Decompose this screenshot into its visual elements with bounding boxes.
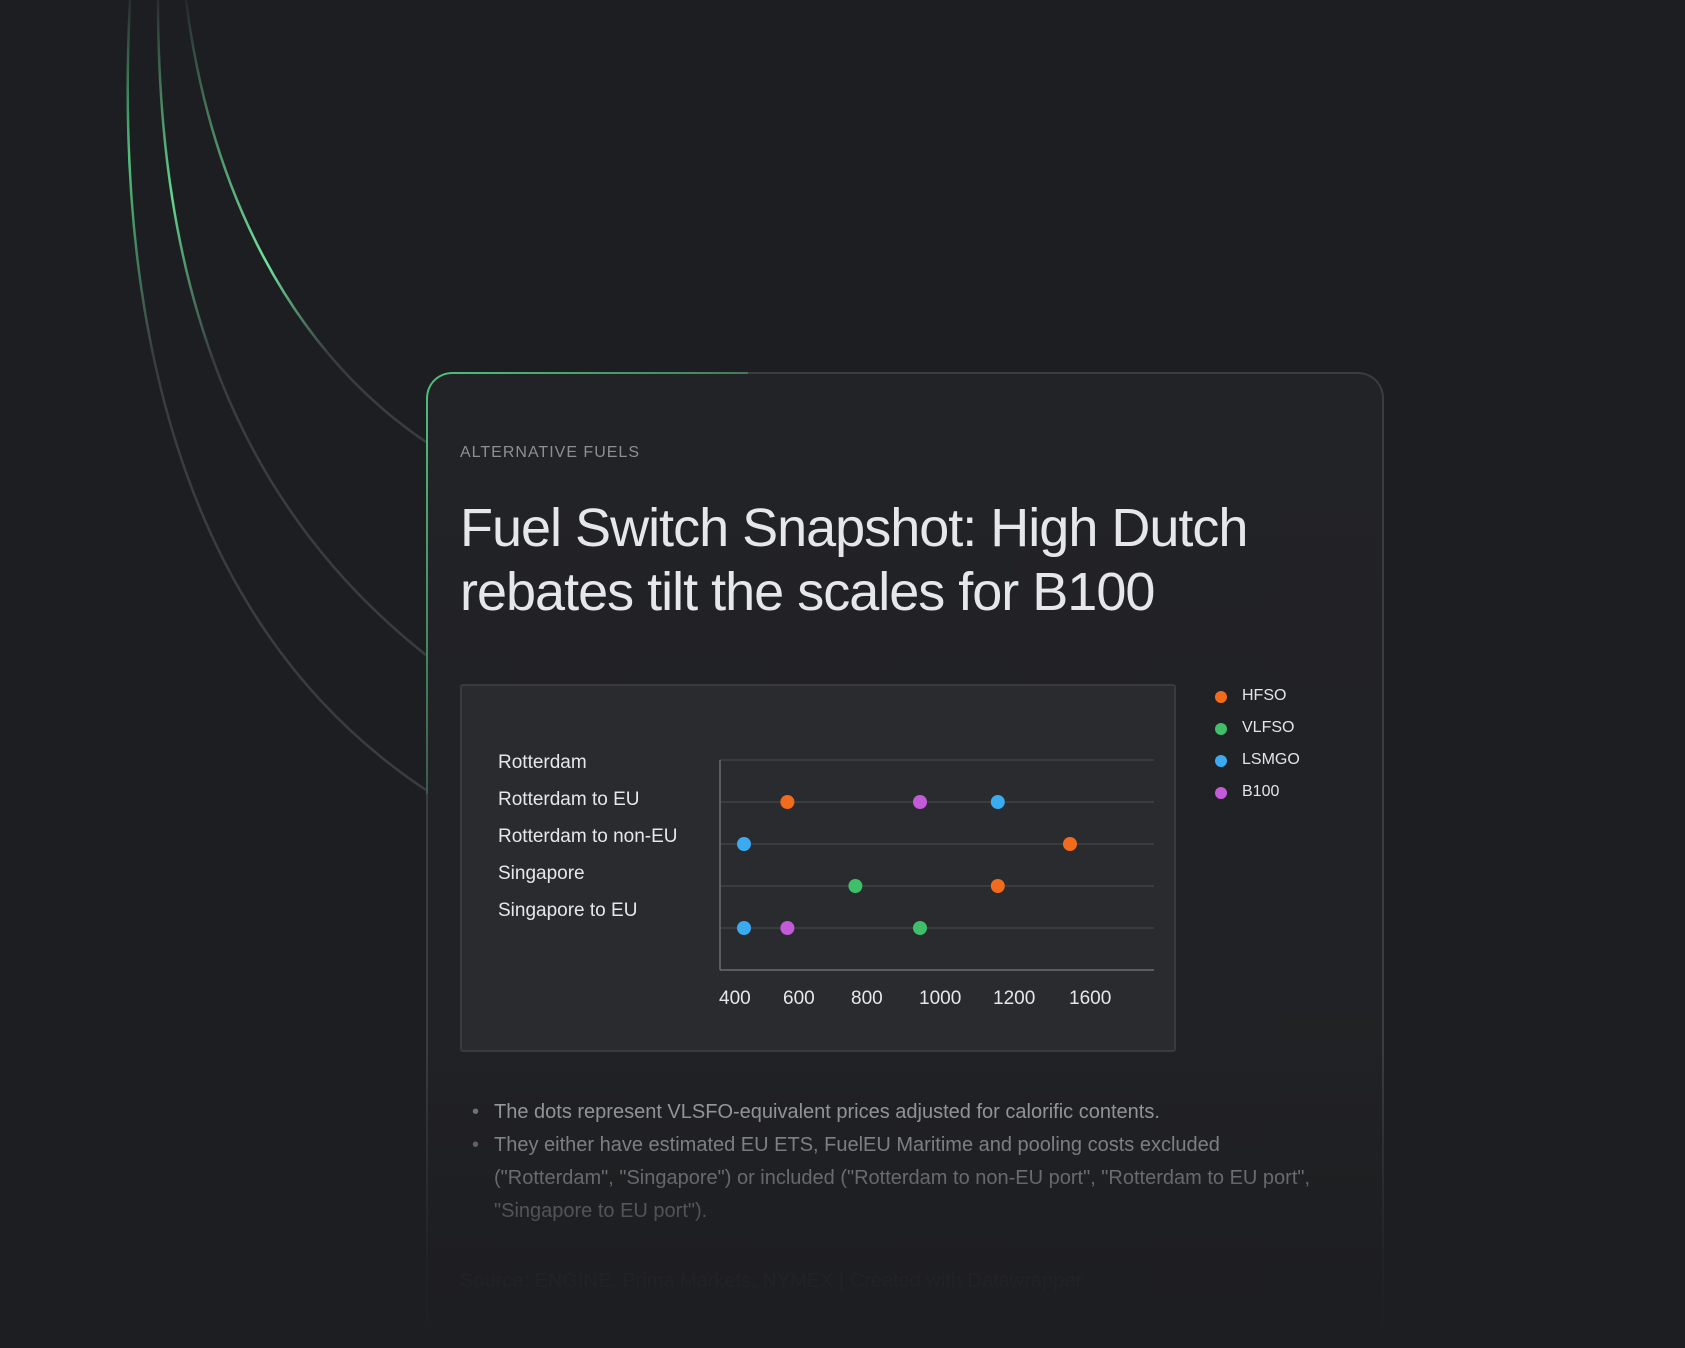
data-point-vlfso	[913, 921, 927, 935]
note-item: They either have estimated EU ETS, FuelE…	[472, 1129, 1332, 1228]
row-label: Singapore	[498, 863, 585, 884]
chart-card: ALTERNATIVE FUELS Fuel Switch Snapshot: …	[424, 372, 1386, 1348]
data-point-b100	[780, 921, 795, 935]
row-label: Rotterdam	[498, 752, 587, 773]
data-point-lsmgo	[737, 921, 751, 935]
x-tick-label: 400	[719, 988, 751, 1009]
data-point-hfso	[780, 795, 795, 809]
x-tick-label: 800	[851, 988, 883, 1009]
chart-panel: Rotterdam Rotterdam to EU Rotterdam to non…	[460, 684, 1176, 1052]
data-point-lsmgo	[990, 795, 1005, 809]
chart-title: Fuel Switch Snapshot: High Dutch rebates…	[460, 498, 1248, 622]
data-point-vlfso	[848, 879, 863, 893]
row-label: Rotterdam to non-EU	[498, 826, 678, 847]
legend-label: HFSO	[1242, 687, 1287, 704]
data-point-lsmgo	[737, 837, 751, 851]
category-eyebrow: ALTERNATIVE FUELS	[460, 444, 640, 461]
x-tick-label: 1200	[993, 988, 1035, 1009]
legend-label: VLFSO	[1242, 719, 1295, 736]
x-tick-label: 1600	[1069, 988, 1111, 1009]
legend-swatch	[1215, 691, 1227, 703]
x-tick-label: 600	[783, 988, 815, 1009]
legend-label: B100	[1242, 783, 1280, 800]
source-credit: Source: ENGINE, Prima Markets, NYMEX | C…	[460, 1270, 1083, 1292]
x-tick-label: 1000	[919, 988, 961, 1009]
chart-notes: The dots represent VLSFO-equivalent pric…	[472, 1096, 1332, 1228]
row-label: Singapore to EU	[498, 900, 637, 921]
legend-swatch	[1215, 787, 1227, 799]
note-item: The dots represent VLSFO-equivalent pric…	[472, 1096, 1332, 1129]
legend-label: LSMGO	[1242, 751, 1300, 768]
data-point-hfso	[1063, 837, 1077, 851]
data-point-b100	[913, 795, 927, 809]
legend-swatch	[1215, 755, 1227, 767]
dot-plot: Rotterdam Rotterdam to EU Rotterdam to non…	[498, 752, 1154, 1009]
data-point-hfso	[990, 879, 1005, 893]
row-label: Rotterdam to EU	[498, 789, 640, 810]
legend-swatch	[1215, 723, 1227, 735]
